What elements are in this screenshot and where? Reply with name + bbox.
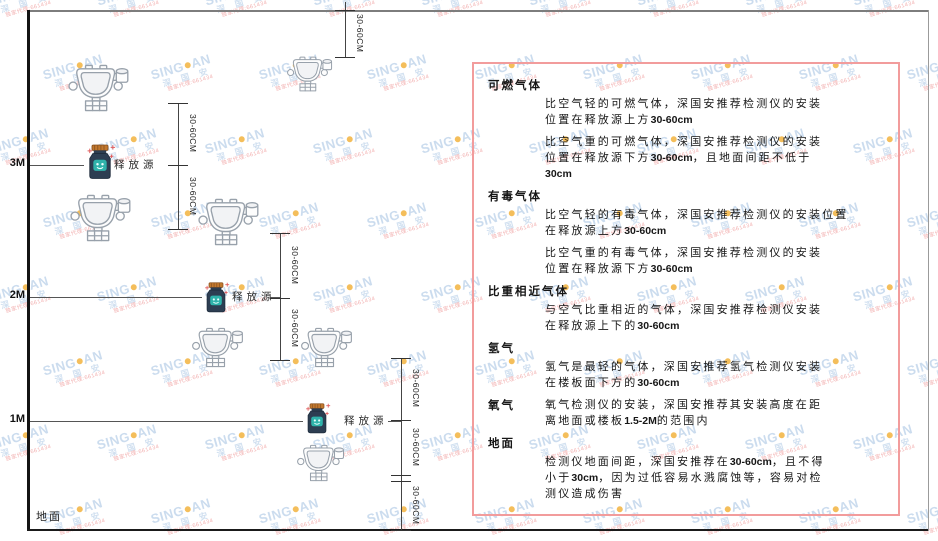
dimension-tick [391,475,411,476]
level-line [30,297,202,298]
gas-detector-icon [68,64,129,112]
left-wall-line [27,10,30,531]
gas-detector-icon [198,198,259,246]
gas-detector-icon [287,56,333,92]
release-source-label: 释放源 [344,415,388,427]
dimension-tick [391,358,411,359]
panel-sections: 可燃气体 比空气轻的可燃气体，深国安推荐检测仪的安装 位置在释放源上方30-60cm… [488,77,884,502]
section-heading: 比重相近气体 [488,284,569,298]
ceiling-line [27,10,928,12]
section-paragraph: 比空气轻的可燃气体，深国安推荐检测仪的安装 位置在释放源上方30-60cm [545,97,823,126]
ground-label: 地面 [36,510,62,523]
dimension-label: 30-60CM [355,13,365,52]
height-marker-1m: 1M [9,413,25,425]
dimension-label: 30-60CM [411,427,421,466]
section-heading: 可燃气体 [488,78,542,92]
section-paragraph: 比空气重的有毒气体，深国安推荐检测仪的安装 位置在释放源下方30-60cm [545,246,823,275]
release-source [84,144,116,185]
level-line [30,421,303,422]
sparkle-icon [87,145,116,158]
dimension-tick [168,103,188,104]
gas-detector [198,198,260,251]
section-heading: 有毒气体 [488,189,542,203]
section-paragraph: 与空气比重相近的气体，深国安推荐检测仪安装 在释放源上下的30-60cm [545,303,823,332]
gas-detector [287,56,333,97]
section-heading: 氢气 [488,341,515,355]
gas-detector [192,327,244,373]
gas-detector-icon [297,444,345,482]
dimension-label: 30-60CM [188,114,198,153]
section-paragraph: 氧气检测仪的安装，深国安推荐其安装高度在距 离地面或楼板1.5-2M的范围内 [545,398,823,427]
sparkle-icon [306,403,331,416]
dimension-label: 30-60CM [290,245,300,284]
ground-line [27,529,928,531]
level-line-stub [270,297,280,298]
panel-section: 氧气 氧气检测仪的安装，深国安推荐其安装高度在距 离地面或楼板1.5-2M的范围内 [488,397,884,429]
dimension-tick [391,481,411,482]
panel-section: 比重相近气体与空气比重相近的气体，深国安推荐检测仪安装 在释放源上下的30-60c… [488,283,884,334]
dimension-tick [168,229,188,230]
release-source-icon [306,403,331,434]
panel-section: 氢气氢气是最轻的气体，深国安推荐氢气检测仪安装 在楼板面下方的30-60cm [488,340,884,391]
panel-section: 可燃气体 比空气轻的可燃气体，深国安推荐检测仪的安装 位置在释放源上方30-60cm… [488,77,884,182]
dimension-line [401,358,402,530]
level-line [30,165,84,166]
release-source-icon [205,282,230,313]
dimension-label: 30-60CM [411,485,421,524]
panel-section: 有毒气体 比空气轻的有毒气体，深国安推荐检测仪的安装位置 在释放源上方30-60cm… [488,188,884,277]
dimension-label: 30-60CM [188,177,198,216]
release-source-label: 释放源 [114,159,158,171]
dimension-tick [391,530,411,531]
dimension-label: 30-60CM [290,309,300,348]
right-wall-line [928,10,929,531]
dimension-tick [270,360,290,361]
section-paragraph: 检测仪地面间距，深国安推荐在30-60cm，且不得 小于30cm，因为过低容易水溅… [545,455,825,500]
height-marker-3m: 3M [9,157,25,169]
release-source-icon [87,144,116,179]
dimension-line [345,2,346,57]
gas-detector-icon [70,194,131,242]
release-source [202,282,230,318]
dimension-tick [270,233,290,234]
gas-detector [68,64,130,117]
level-line-stub [388,421,401,422]
height-marker-2m: 2M [9,289,25,301]
gas-detector-icon [301,327,352,368]
dimension-tick [391,420,411,421]
section-paragraph: 氢气是最轻的气体，深国安推荐氢气检测仪安装 在楼板面下方的30-60cm [545,360,823,389]
dimension-tick [270,298,290,299]
dimension-line [178,103,179,229]
dimension-tick [335,10,355,11]
release-source [303,403,331,439]
gas-detector [301,327,353,373]
gas-detector-icon [192,327,243,368]
section-heading: 地面 [488,436,515,450]
dimension-tick [168,165,188,166]
panel-section: 地面检测仪地面间距，深国安推荐在30-60cm，且不得 小于30cm，因为过低容易… [488,435,884,502]
gas-detector [297,444,345,487]
section-paragraph: 比空气重的可燃气体，深国安推荐检测仪的安装 位置在释放源下方30-60cm，且地面… [545,135,823,180]
release-source-label: 释放源 [232,291,276,303]
section-heading: 氧气 [488,398,515,412]
dimension-tick [335,57,355,58]
info-panel: 可燃气体 比空气轻的可燃气体，深国安推荐检测仪的安装 位置在释放源上方30-60cm… [472,62,900,516]
dimension-label: 30-60CM [411,369,421,408]
gas-detector [70,194,132,247]
sparkle-icon [205,282,230,295]
dimension-line [280,233,281,360]
section-paragraph: 比空气轻的有毒气体，深国安推荐检测仪的安装位置 在释放源上方30-60cm [545,208,849,237]
